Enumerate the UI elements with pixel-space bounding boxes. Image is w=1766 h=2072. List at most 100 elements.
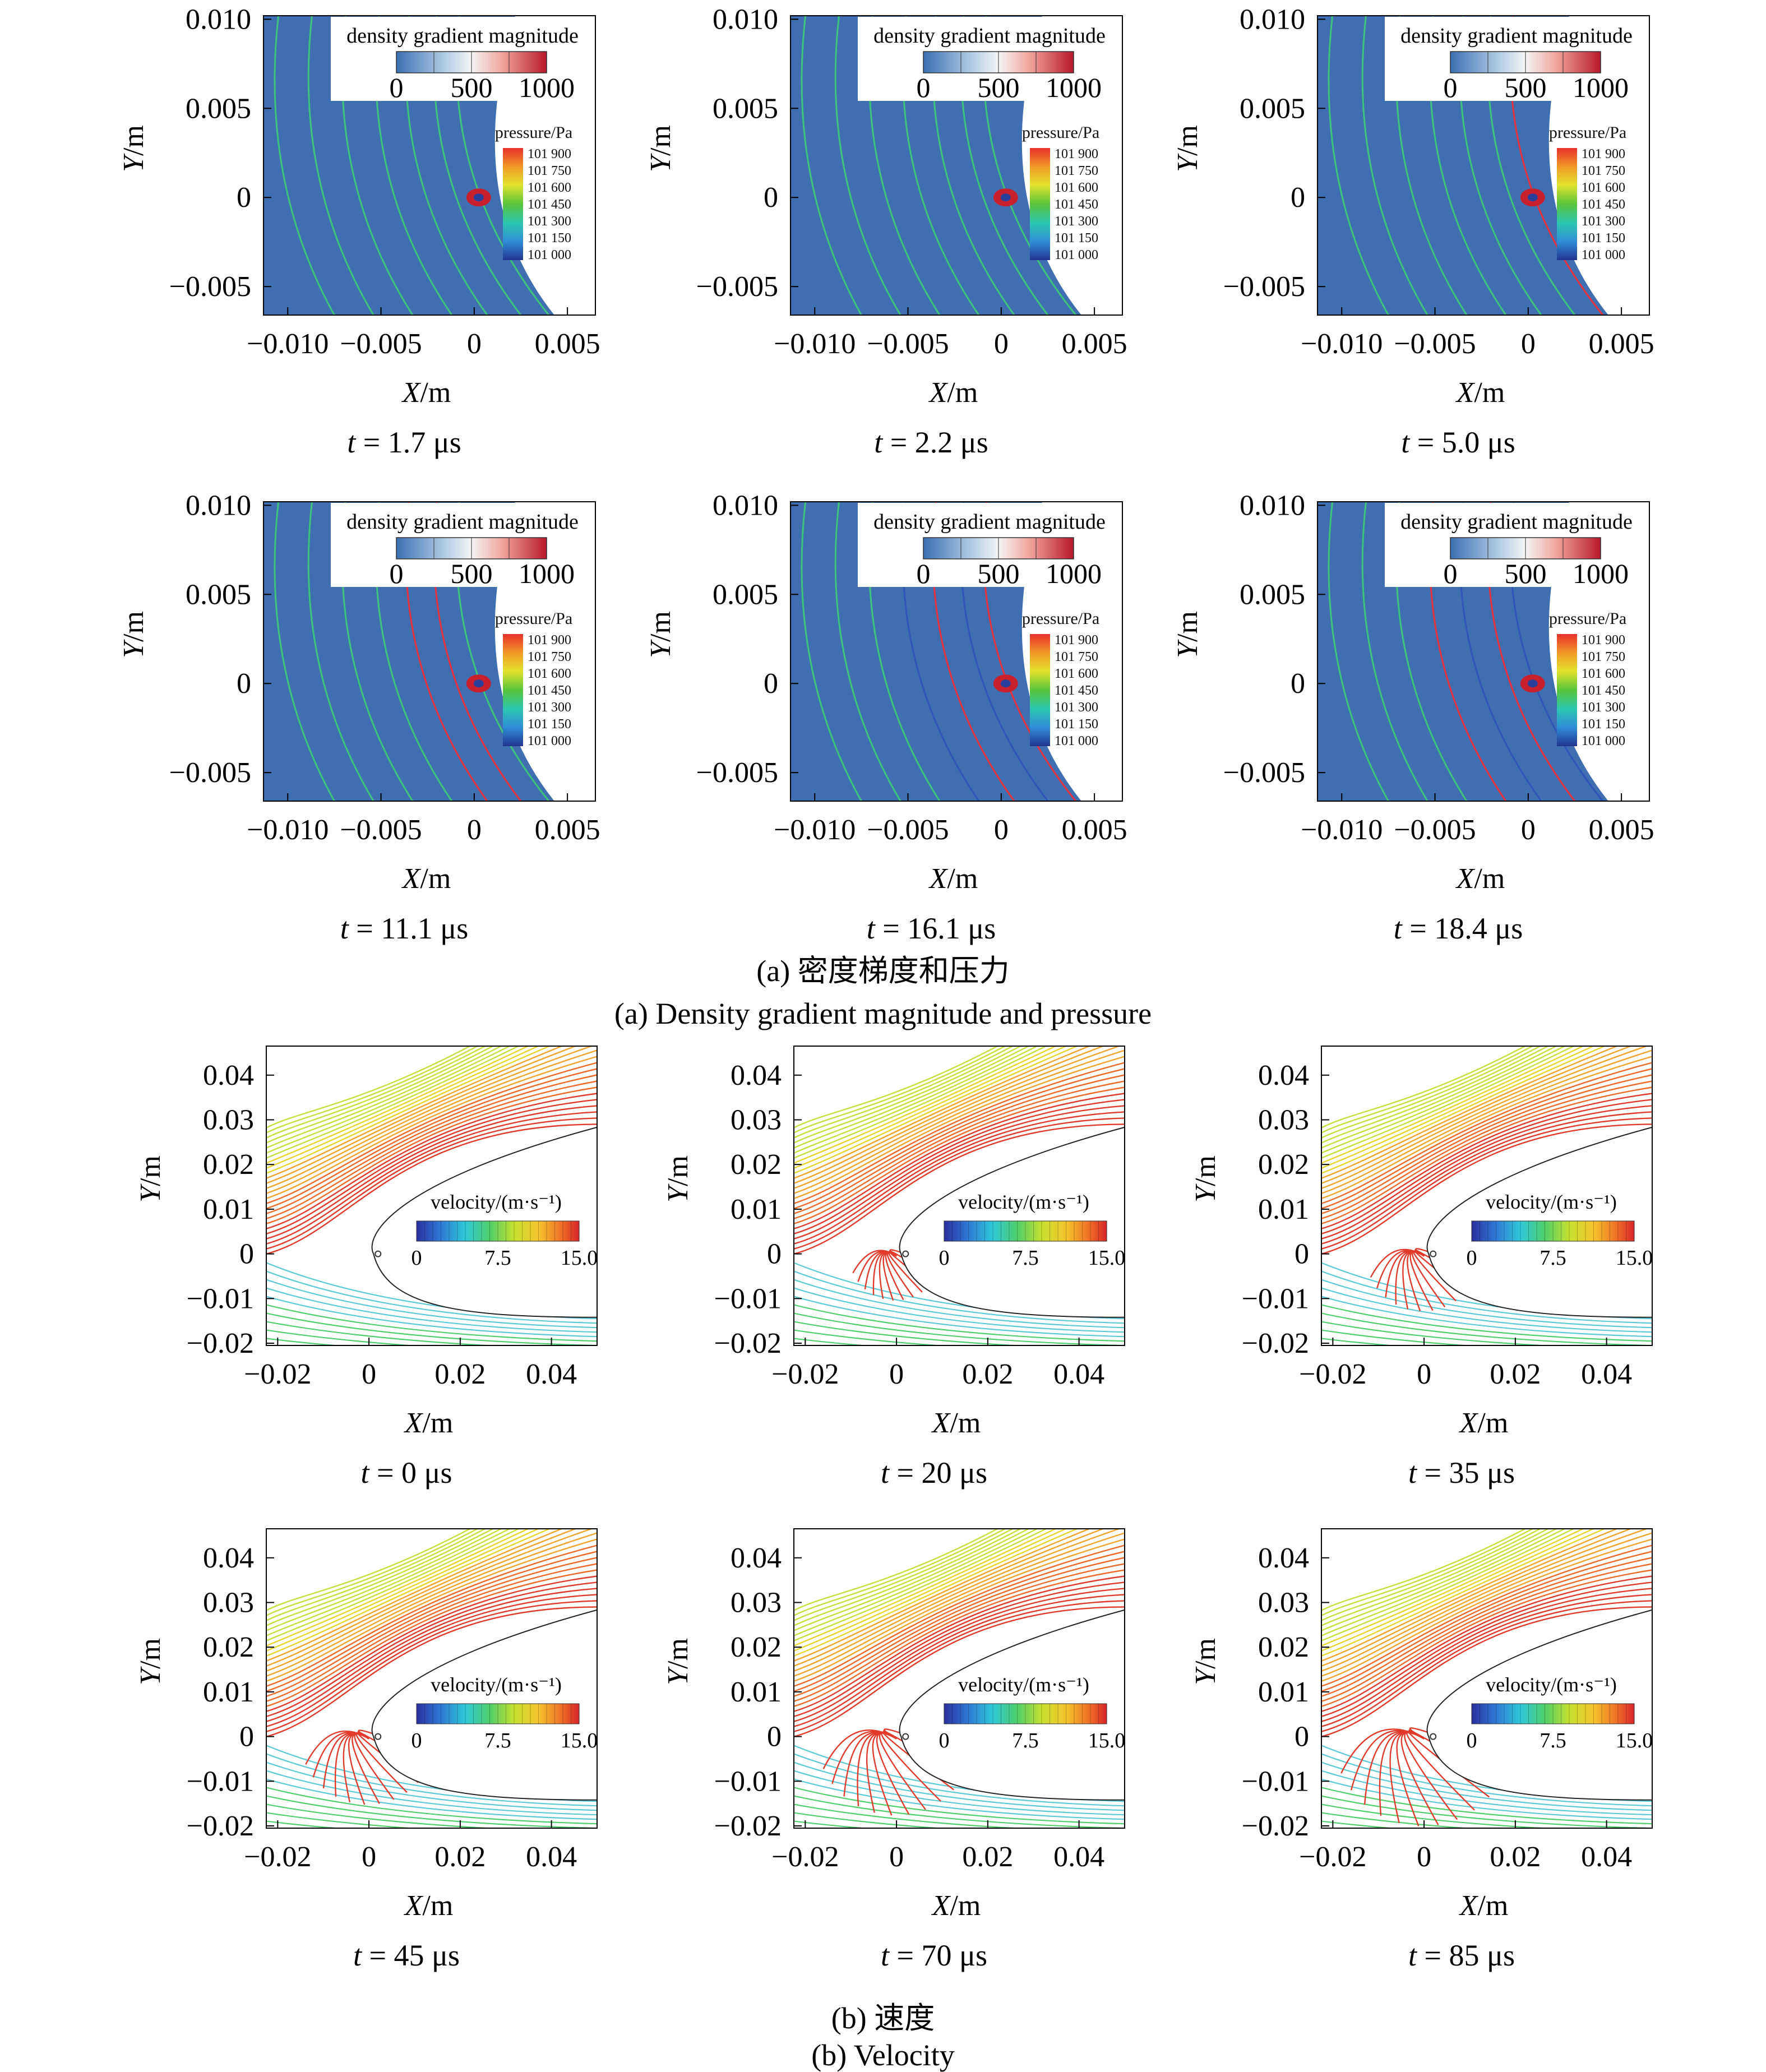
- x-tick-label: 0.005: [1589, 328, 1654, 360]
- velocity-panel-4: −0.02 0 0.02 0.04 0.04 0.03 0.02 0.01 0 −0.01 −0.0…: [135, 1528, 598, 1922]
- x-tick-label: 0: [1521, 328, 1536, 360]
- velocity-streamline: [794, 1046, 1007, 1134]
- velocity-streamline: [266, 1338, 342, 1345]
- velocity-streamline: [266, 1544, 597, 1687]
- velocity-colorbar: [944, 1703, 1107, 1724]
- density-time-label: t = 18.4 μs: [1393, 912, 1523, 945]
- y-tick-label: 0.010: [1240, 3, 1305, 35]
- velocity-streamline: [266, 1296, 597, 1338]
- x-tick-label: 0.04: [1581, 1841, 1632, 1873]
- pressure-legend-level: 101 900: [1055, 633, 1098, 647]
- density-legend: density gradient magnitude 0 500 1000: [331, 17, 594, 103]
- velocity-streamline: [794, 1046, 1022, 1144]
- y-axis-label: Y/m: [1190, 1638, 1222, 1685]
- pressure-legend-level: 101 450: [1055, 683, 1098, 698]
- velocity-streamline: [266, 1046, 577, 1184]
- velocity-time-label: t = 0 μs: [360, 1456, 452, 1490]
- velocity-streamline: [1321, 1049, 1652, 1194]
- velocity-streamline: [266, 1795, 597, 1828]
- y-tick-label: 0.010: [713, 3, 778, 35]
- pressure-legend-level: 101 600: [528, 181, 571, 195]
- velocity-streamline: [794, 1056, 1125, 1199]
- x-axis-label: X/m: [401, 863, 451, 895]
- density-legend-tick: 500: [978, 72, 1020, 103]
- pressure-legend-level: 101 600: [1582, 181, 1625, 195]
- velocity-streamline: [794, 1575, 1125, 1712]
- pressure-legend-level: 101 750: [1055, 164, 1098, 178]
- velocity-streamline: [266, 1046, 487, 1139]
- y-tick-label: 0: [239, 1238, 254, 1270]
- velocity-streamline: [266, 1538, 597, 1682]
- velocity-streamline: [1321, 1529, 1585, 1646]
- density-legend-title: density gradient magnitude: [1400, 24, 1633, 48]
- velocity-streamline: [794, 1093, 1125, 1229]
- density-time-label: t = 16.1 μs: [866, 912, 996, 945]
- velocity-streamline: [266, 1321, 498, 1345]
- velocity-streamline: [1321, 1544, 1652, 1687]
- velocity-streamline: [266, 1532, 597, 1677]
- density-legend: density gradient magnitude 0 500 1000: [1385, 503, 1648, 589]
- y-tick-label: 0.03: [1258, 1104, 1309, 1136]
- x-tick-label: 0: [362, 1358, 376, 1390]
- y-tick-label: 0.005: [713, 579, 778, 610]
- density-legend-tick: 0: [1444, 72, 1458, 103]
- y-tick-label: −0.02: [187, 1328, 254, 1359]
- x-tick-label: 0: [1521, 814, 1536, 846]
- velocity-streamline: [1321, 1111, 1652, 1245]
- velocity-streamline: [266, 1803, 498, 1828]
- velocity-streamline: [794, 1529, 1121, 1672]
- x-tick-label: −0.02: [244, 1841, 311, 1873]
- velocity-streamline: [266, 1304, 597, 1342]
- density-legend-tick: 1000: [1573, 558, 1629, 589]
- y-tick-label: −0.005: [696, 757, 778, 789]
- velocity-streamline: [1321, 1287, 1652, 1333]
- y-axis-label: Y/m: [662, 1638, 694, 1685]
- pressure-legend: pressure/Pa 101 900 101 750 101 600 101 450 1…: [495, 609, 572, 748]
- velocity-streamline: [1321, 1575, 1652, 1712]
- x-tick-label: −0.02: [771, 1358, 839, 1390]
- velocity-legend-tick: 15.0: [1088, 1729, 1126, 1752]
- velocity-streamline: [1321, 1529, 1566, 1636]
- density-time-label: t = 5.0 μs: [1401, 425, 1515, 459]
- velocity-streamline: [1321, 1803, 1553, 1828]
- x-tick-label: 0.02: [1490, 1841, 1541, 1873]
- velocity-streamline: [794, 1581, 1125, 1717]
- velocity-streamline: [794, 1117, 1125, 1250]
- velocity-streamline: [266, 1086, 597, 1224]
- velocity-streamline: [794, 1529, 1091, 1662]
- velocity-streamline: [1321, 1529, 1527, 1611]
- y-tick-label: −0.005: [169, 271, 251, 303]
- velocity-streamline: [794, 1529, 1022, 1626]
- pressure-legend-level: 101 750: [1055, 650, 1098, 664]
- x-axis-label: X/m: [1459, 1407, 1509, 1439]
- velocity-legend-tick: 15.0: [561, 1246, 598, 1270]
- x-tick-label: −0.005: [867, 328, 949, 360]
- density-legend-tick: 1000: [519, 72, 575, 103]
- velocity-time-label: t = 35 μs: [1408, 1456, 1515, 1490]
- pressure-legend-level: 101 300: [1055, 214, 1098, 229]
- x-tick-label: 0.02: [962, 1358, 1013, 1390]
- pressure-legend-level: 101 900: [1582, 633, 1625, 647]
- velocity-streamline: [1321, 1606, 1652, 1737]
- pressure-legend-level: 101 000: [1582, 248, 1625, 262]
- velocity-streamline: [794, 1080, 1125, 1219]
- velocity-streamline: [794, 1046, 1067, 1169]
- velocity-streamline: [1321, 1529, 1606, 1657]
- density-legend-tick: 500: [1505, 72, 1547, 103]
- velocity-streamline: [794, 1068, 1125, 1209]
- velocity-streamline: [794, 1803, 1025, 1828]
- pressure-legend-level: 101 450: [528, 197, 571, 212]
- y-tick-label: −0.01: [1242, 1765, 1309, 1797]
- y-tick-label: 0.03: [1258, 1587, 1309, 1619]
- y-axis-label: Y/m: [135, 1155, 167, 1202]
- y-tick-label: −0.01: [187, 1765, 254, 1797]
- velocity-streamline: [1321, 1529, 1542, 1621]
- pressure-legend-title: pressure/Pa: [1022, 609, 1099, 628]
- pressure-legend-title: pressure/Pa: [495, 609, 572, 628]
- pressure-legend-level: 101 450: [528, 683, 571, 698]
- velocity-colorbar: [1471, 1703, 1635, 1724]
- pressure-legend-level: 101 900: [528, 633, 571, 647]
- velocity-streamline: [266, 1575, 597, 1712]
- plot-frame: [1317, 501, 1650, 802]
- velocity-legend-title: velocity/(m·s⁻¹): [431, 1673, 562, 1696]
